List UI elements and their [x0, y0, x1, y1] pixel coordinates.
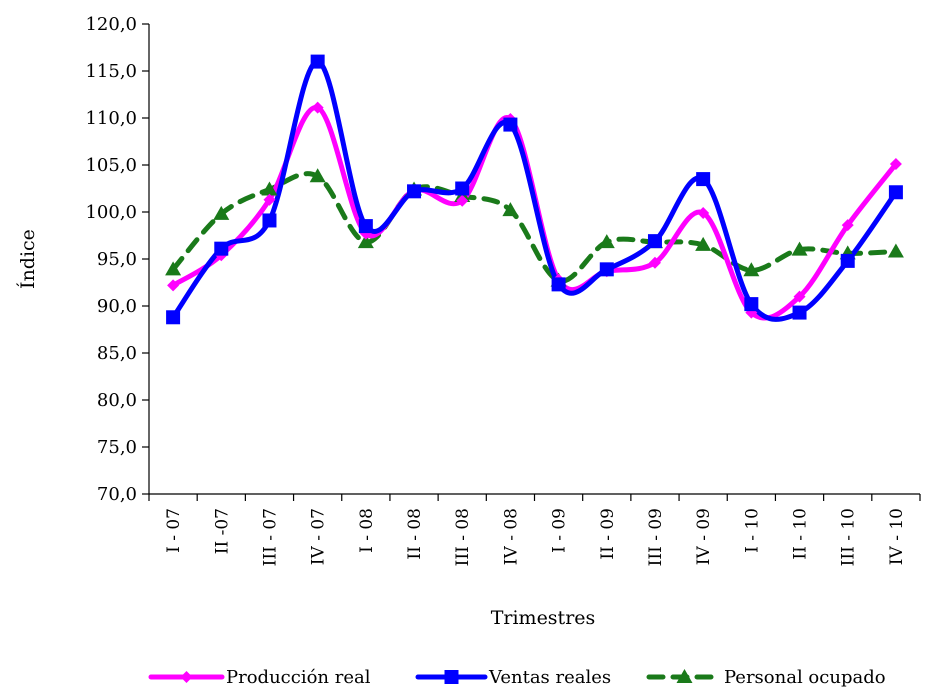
- x-tick-label: II - 10: [791, 508, 811, 560]
- data-point-1-13: [792, 305, 807, 320]
- legend-swatch-marker: [444, 670, 459, 684]
- series-line-1: [170, 59, 899, 322]
- data-point-2-13: [791, 241, 808, 256]
- x-tick-label: II - 08: [405, 508, 425, 560]
- legend-item-0: Producción real: [148, 667, 371, 688]
- data-point-0-10: [648, 256, 661, 269]
- y-tick-label: 75,0: [97, 437, 137, 458]
- x-tick-label: I - 09: [550, 508, 570, 553]
- legend-swatch-marker: [676, 669, 693, 683]
- data-point-0-14: [841, 219, 854, 232]
- legend-label: Ventas reales: [488, 667, 611, 688]
- data-point-2-12: [743, 262, 760, 277]
- data-point-1-12: [744, 297, 759, 312]
- chart-axes: [148, 24, 920, 495]
- data-point-1-2: [262, 213, 277, 228]
- x-tick-label: III - 08: [453, 508, 473, 566]
- data-point-1-9: [599, 262, 614, 277]
- data-point-1-11: [696, 172, 711, 187]
- y-tick-label: 105,0: [85, 155, 137, 176]
- series-lines: [170, 59, 899, 322]
- data-point-2-4: [357, 234, 374, 249]
- y-tick-label: 70,0: [97, 484, 137, 505]
- chart-legend: Producción real Ventas reales Personal ocu…: [148, 667, 886, 688]
- data-point-1-4: [358, 219, 373, 234]
- data-point-1-6: [455, 181, 470, 196]
- x-tick-label: I - 10: [742, 508, 762, 553]
- data-point-0-15: [889, 158, 902, 171]
- x-axis-ticks: I - 07 II -07 III - 07 IV - 07 I - 08 II - 08…: [148, 494, 921, 566]
- data-point-1-8: [551, 277, 566, 292]
- x-axis-title: Trimestres: [491, 607, 596, 629]
- data-point-0-0: [167, 279, 180, 292]
- data-point-2-3: [309, 168, 326, 183]
- data-point-2-7: [502, 202, 519, 217]
- x-tick-label: III - 09: [646, 508, 666, 566]
- legend-item-2: Personal ocupado: [646, 667, 886, 688]
- series-markers: [165, 54, 904, 325]
- data-point-1-7: [503, 117, 518, 132]
- data-point-1-5: [407, 184, 422, 199]
- y-axis-title: Índice: [16, 229, 39, 289]
- x-tick-label: IV - 10: [887, 508, 907, 565]
- data-point-2-15: [887, 243, 904, 258]
- y-tick-label: 115,0: [85, 61, 137, 82]
- series-line-0: [170, 105, 899, 321]
- x-tick-label: IV - 07: [309, 508, 329, 565]
- data-point-0-3: [311, 101, 324, 114]
- data-point-2-9: [598, 234, 615, 249]
- y-tick-label: 120,0: [85, 14, 137, 35]
- data-point-1-14: [840, 253, 855, 268]
- x-tick-label: I - 08: [357, 508, 377, 553]
- y-tick-label: 110,0: [85, 108, 137, 129]
- data-point-1-3: [310, 54, 325, 69]
- x-tick-label: II -07: [212, 508, 232, 554]
- y-tick-label: 90,0: [97, 296, 137, 317]
- x-tick-label: I - 07: [164, 508, 184, 553]
- x-tick-label: IV - 08: [501, 508, 521, 565]
- data-point-2-2: [261, 181, 278, 196]
- legend-label: Personal ocupado: [724, 667, 886, 688]
- data-point-0-13: [793, 290, 806, 303]
- x-tick-label: III - 07: [260, 508, 280, 566]
- data-point-1-0: [166, 310, 181, 325]
- series-line-2: [170, 171, 899, 284]
- y-tick-label: 95,0: [97, 249, 137, 270]
- y-axis-ticks: 70,0 75,0 80,0 85,0 90,0 95,0 100,0 105,0 110,0 1…: [85, 14, 149, 505]
- data-point-0-2: [263, 193, 276, 206]
- x-tick-label: II - 09: [598, 508, 618, 560]
- y-tick-label: 100,0: [85, 202, 137, 223]
- x-tick-label: IV - 09: [694, 508, 714, 565]
- data-point-2-11: [695, 236, 712, 251]
- legend-item-1: Ventas reales: [415, 667, 611, 688]
- legend-swatch-marker: [180, 671, 193, 683]
- data-point-0-6: [456, 194, 469, 207]
- data-point-1-10: [647, 234, 662, 249]
- y-tick-label: 80,0: [97, 390, 137, 411]
- x-tick-label: III - 10: [839, 508, 859, 566]
- data-point-2-0: [165, 261, 182, 276]
- data-point-0-11: [697, 206, 710, 219]
- data-point-1-15: [888, 185, 903, 200]
- data-point-1-1: [214, 241, 229, 256]
- y-tick-label: 85,0: [97, 343, 137, 364]
- legend-label: Producción real: [226, 667, 371, 688]
- data-point-2-1: [213, 205, 230, 220]
